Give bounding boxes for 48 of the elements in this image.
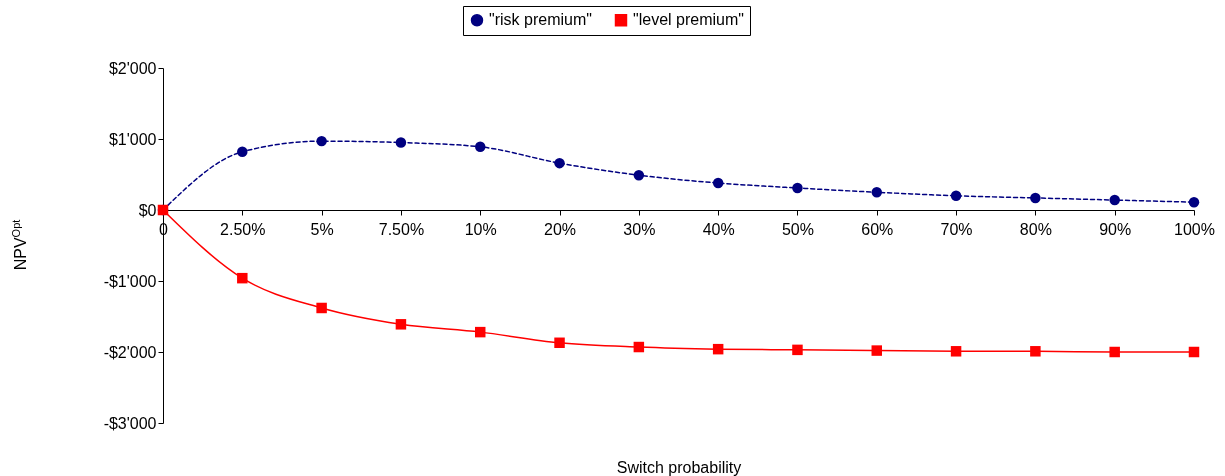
x-tick-label: 2.50% <box>220 220 266 238</box>
point <box>395 319 407 330</box>
point <box>474 141 486 153</box>
point <box>554 157 565 169</box>
y-tick-label: -$1'000 <box>103 272 157 290</box>
x-tick-label: 30% <box>623 220 656 238</box>
point <box>633 169 645 181</box>
x-tick-label: 40% <box>702 220 735 238</box>
y-tick-label: -$2'000 <box>103 343 157 361</box>
x-tick-label: 90% <box>1099 220 1132 238</box>
point <box>1030 346 1041 357</box>
point <box>871 187 883 198</box>
point <box>1188 196 1200 208</box>
legend-label: "risk premium" <box>489 11 592 29</box>
point <box>554 337 565 349</box>
y-tick-label: $0 <box>138 201 157 219</box>
point <box>871 345 883 356</box>
point <box>237 146 248 158</box>
x-tick-label: 20% <box>544 220 577 238</box>
y-tick-label: $1'000 <box>108 130 157 148</box>
x-tick-label: 50% <box>781 220 814 238</box>
legend-label: "level premium" <box>633 11 744 29</box>
x-tick-label: 100% <box>1174 220 1215 238</box>
point <box>712 177 724 189</box>
point <box>316 302 327 314</box>
x-tick-label: 7.50% <box>378 220 425 238</box>
point <box>792 344 803 356</box>
point <box>633 341 645 353</box>
point <box>237 272 248 284</box>
point <box>1188 346 1200 358</box>
point <box>1109 194 1120 206</box>
x-tick-label: 70% <box>940 220 973 238</box>
x-tick-label: 60% <box>861 220 894 238</box>
point <box>792 182 803 194</box>
x-tick-label: 80% <box>1019 220 1052 238</box>
x-tick-label: 10% <box>464 220 497 238</box>
point <box>712 343 724 355</box>
point <box>1109 346 1120 358</box>
point <box>474 326 486 338</box>
x-axis-title: Switch probability <box>616 458 742 476</box>
y-tick-label: $2'000 <box>108 59 157 77</box>
point <box>950 346 962 357</box>
point <box>316 135 327 147</box>
point <box>395 137 407 148</box>
point <box>1030 192 1041 204</box>
y-tick-label: -$3'000 <box>103 414 157 432</box>
point <box>950 190 962 202</box>
x-tick-label: 5% <box>310 220 334 238</box>
